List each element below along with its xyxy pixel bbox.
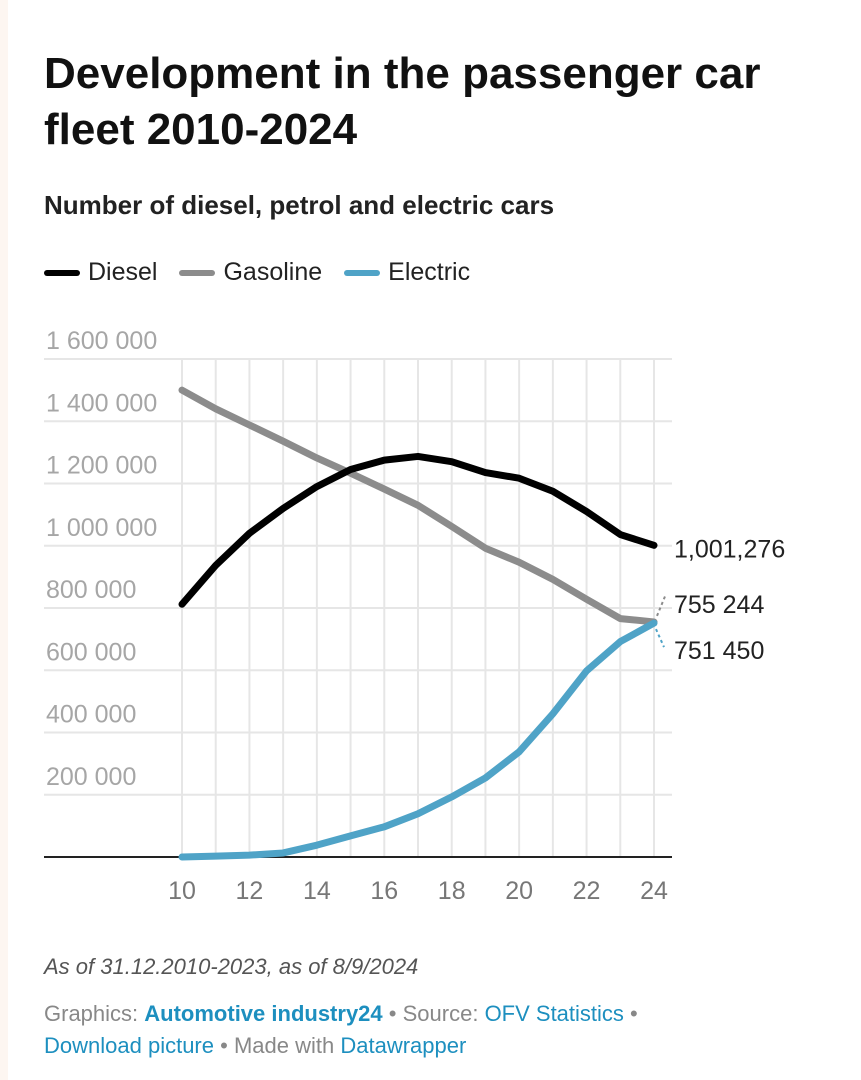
legend-swatch-electric xyxy=(344,269,381,276)
legend-swatch-diesel xyxy=(44,269,80,276)
series-line-electric xyxy=(178,619,658,861)
graphics-label: Graphics: xyxy=(44,1001,139,1026)
leader-line-gasoline xyxy=(656,593,667,617)
chart-subtitle: Number of diesel, petrol and electric ca… xyxy=(44,190,555,220)
legend: Diesel Gasoline Electric xyxy=(44,258,492,287)
separator: • xyxy=(630,1001,638,1026)
chart-title: Development in the passenger car fleet 2… xyxy=(44,49,761,154)
x-tick-label: 10 xyxy=(168,877,196,905)
graphics-link[interactable]: Automotive industry24 xyxy=(144,1001,383,1026)
separator: • xyxy=(388,1001,397,1026)
y-tick-label: 1 400 000 xyxy=(46,389,157,417)
legend-item-diesel: Diesel xyxy=(44,258,157,287)
legend-label-gasoline: Gasoline xyxy=(223,258,323,286)
y-tick-label: 400 000 xyxy=(46,701,136,729)
x-tick-label: 14 xyxy=(303,877,331,905)
end-label-electric: 751 450 xyxy=(674,637,764,665)
y-tick-label: 1 200 000 xyxy=(46,452,157,480)
chart-footer: Graphics: Automotive industry24 • Source… xyxy=(44,998,824,1062)
legend-swatch-gasoline xyxy=(179,269,216,276)
download-picture-link[interactable]: Download picture xyxy=(44,1033,214,1058)
made-with-label: Made with xyxy=(233,1033,335,1058)
source-label: Source: xyxy=(402,1001,479,1026)
y-tick-label: 1 600 000 xyxy=(46,327,157,355)
y-tick-label: 200 000 xyxy=(46,763,136,791)
legend-label-diesel: Diesel xyxy=(88,258,158,286)
series-line-gasoline xyxy=(178,386,658,626)
end-label-gasoline: 755 244 xyxy=(674,591,764,619)
leader-line-electric xyxy=(655,628,665,648)
legend-label-electric: Electric xyxy=(388,258,471,286)
y-tick-label: 1 000 000 xyxy=(46,514,157,542)
y-tick-label: 600 000 xyxy=(46,638,136,666)
line-chart: 200 000 400 000 600 000 800 000 1 000 000 1 2… xyxy=(44,327,785,905)
series-line-diesel xyxy=(178,452,658,608)
datawrapper-link[interactable]: Datawrapper xyxy=(340,1033,467,1058)
legend-item-electric: Electric xyxy=(344,258,470,287)
legend-item-gasoline: Gasoline xyxy=(179,258,322,287)
x-tick-label: 24 xyxy=(640,877,668,905)
chart-note: As of 31.12.2010-2023, as of 8/9/2024 xyxy=(44,954,419,979)
x-tick-label: 22 xyxy=(573,877,601,905)
x-tick-label: 20 xyxy=(505,877,533,905)
x-tick-label: 16 xyxy=(370,877,398,905)
page-edge xyxy=(0,0,8,1080)
y-tick-label: 800 000 xyxy=(46,576,136,604)
separator: • xyxy=(220,1033,228,1058)
end-label-diesel: 1,001,276 xyxy=(674,535,785,563)
x-tick-label: 18 xyxy=(438,877,466,905)
source-link[interactable]: OFV Statistics xyxy=(484,1001,624,1026)
x-tick-label: 12 xyxy=(236,877,264,905)
